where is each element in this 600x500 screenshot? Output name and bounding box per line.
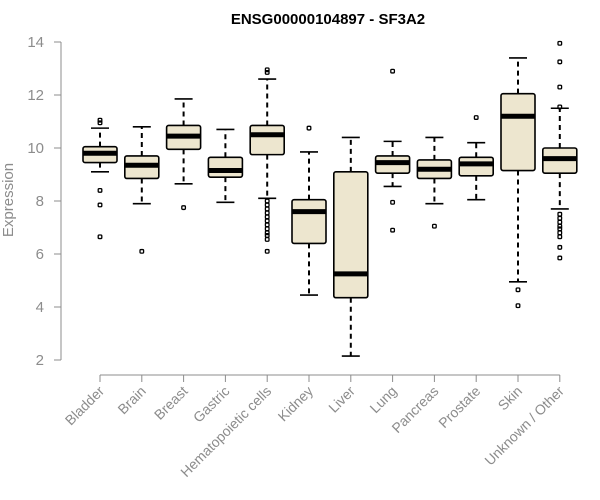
boxes: [82, 40, 578, 357]
outlier-point: [264, 236, 270, 242]
x-tick-label: Liver: [325, 383, 358, 416]
y-tick-label: 6: [36, 246, 44, 263]
outlier-point: [557, 226, 563, 232]
x-tick-label: Breast: [151, 383, 191, 423]
outlier-point: [390, 68, 396, 74]
outlier-point: [557, 40, 563, 46]
outlier-point: [181, 205, 187, 211]
outlier-point: [390, 199, 396, 205]
outlier-point: [557, 223, 563, 229]
outlier-point: [264, 70, 270, 75]
y-tick-label: 8: [36, 193, 44, 210]
outlier-point: [264, 206, 270, 212]
outlier-point: [515, 287, 521, 293]
outlier-point: [264, 232, 270, 238]
iqr-box: [458, 156, 495, 177]
outlier-point: [264, 218, 270, 224]
outlier-point: [264, 214, 270, 220]
outlier-point: [557, 244, 563, 250]
outlier-point: [264, 67, 270, 73]
box-liver: [332, 136, 369, 357]
outlier-point: [557, 84, 563, 90]
box-skin: [500, 57, 536, 309]
y-tick-label: 12: [27, 87, 44, 104]
outlier-point: [264, 248, 270, 254]
outlier-point: [264, 202, 270, 208]
iqr-box: [207, 156, 244, 178]
outlier-point: [557, 230, 563, 236]
outlier-point: [97, 202, 103, 208]
outlier-point: [557, 104, 563, 110]
y-axis-label: Expression: [0, 163, 17, 237]
box-prostate: [458, 115, 495, 201]
box-bladder: [82, 117, 118, 240]
box-lung: [374, 68, 411, 233]
iqr-box: [291, 198, 327, 245]
iqr-box: [332, 171, 369, 299]
x-tick-label: Bladder: [62, 383, 108, 429]
axes: 2 4 6 8 10 12 14: [27, 34, 561, 382]
y-tick-label: 10: [27, 140, 44, 157]
outlier-point: [97, 120, 103, 126]
outlier-point: [264, 210, 270, 216]
outlier-point: [557, 59, 563, 65]
box-kidney: [291, 125, 327, 296]
x-tick-label: Brain: [114, 383, 148, 417]
outlier-point: [557, 255, 563, 261]
outlier-point: [97, 187, 103, 193]
outlier-point: [264, 226, 270, 232]
y-tick-label: 2: [36, 352, 44, 369]
x-tick-label: Skin: [495, 383, 526, 414]
box-unknown-other: [541, 40, 578, 261]
outlier-point: [557, 234, 563, 240]
x-tick-label: Unknown / Other: [481, 383, 567, 469]
x-tick-label: Kidney: [275, 383, 317, 425]
outlier-point: [557, 215, 563, 221]
y-tick-label: 14: [27, 34, 44, 51]
box-hematopoietic-cells: [249, 67, 285, 254]
outlier-point: [97, 234, 103, 240]
box-breast: [165, 98, 202, 211]
outlier-point: [515, 303, 521, 309]
outlier-point: [431, 223, 437, 229]
box-gastric: [207, 128, 244, 204]
box-pancreas: [416, 136, 453, 229]
iqr-box: [500, 92, 536, 172]
outlier-point: [306, 125, 312, 131]
y-tick-label: 4: [36, 299, 44, 316]
outlier-point: [264, 230, 270, 236]
outlier-point: [557, 219, 563, 225]
outlier-point: [97, 117, 103, 123]
outlier-point: [139, 248, 145, 254]
iqr-box: [249, 124, 285, 156]
outlier-point: [264, 198, 270, 204]
outlier-point: [473, 115, 479, 120]
chart-title: ENSG00000104897 - SF3A2: [231, 11, 425, 28]
x-tick-label: Lung: [366, 383, 399, 416]
box-brain: [124, 126, 160, 254]
outlier-point: [390, 227, 396, 233]
x-tick-label: Prostate: [435, 383, 483, 431]
outlier-point: [264, 222, 270, 228]
outlier-point: [557, 211, 563, 217]
